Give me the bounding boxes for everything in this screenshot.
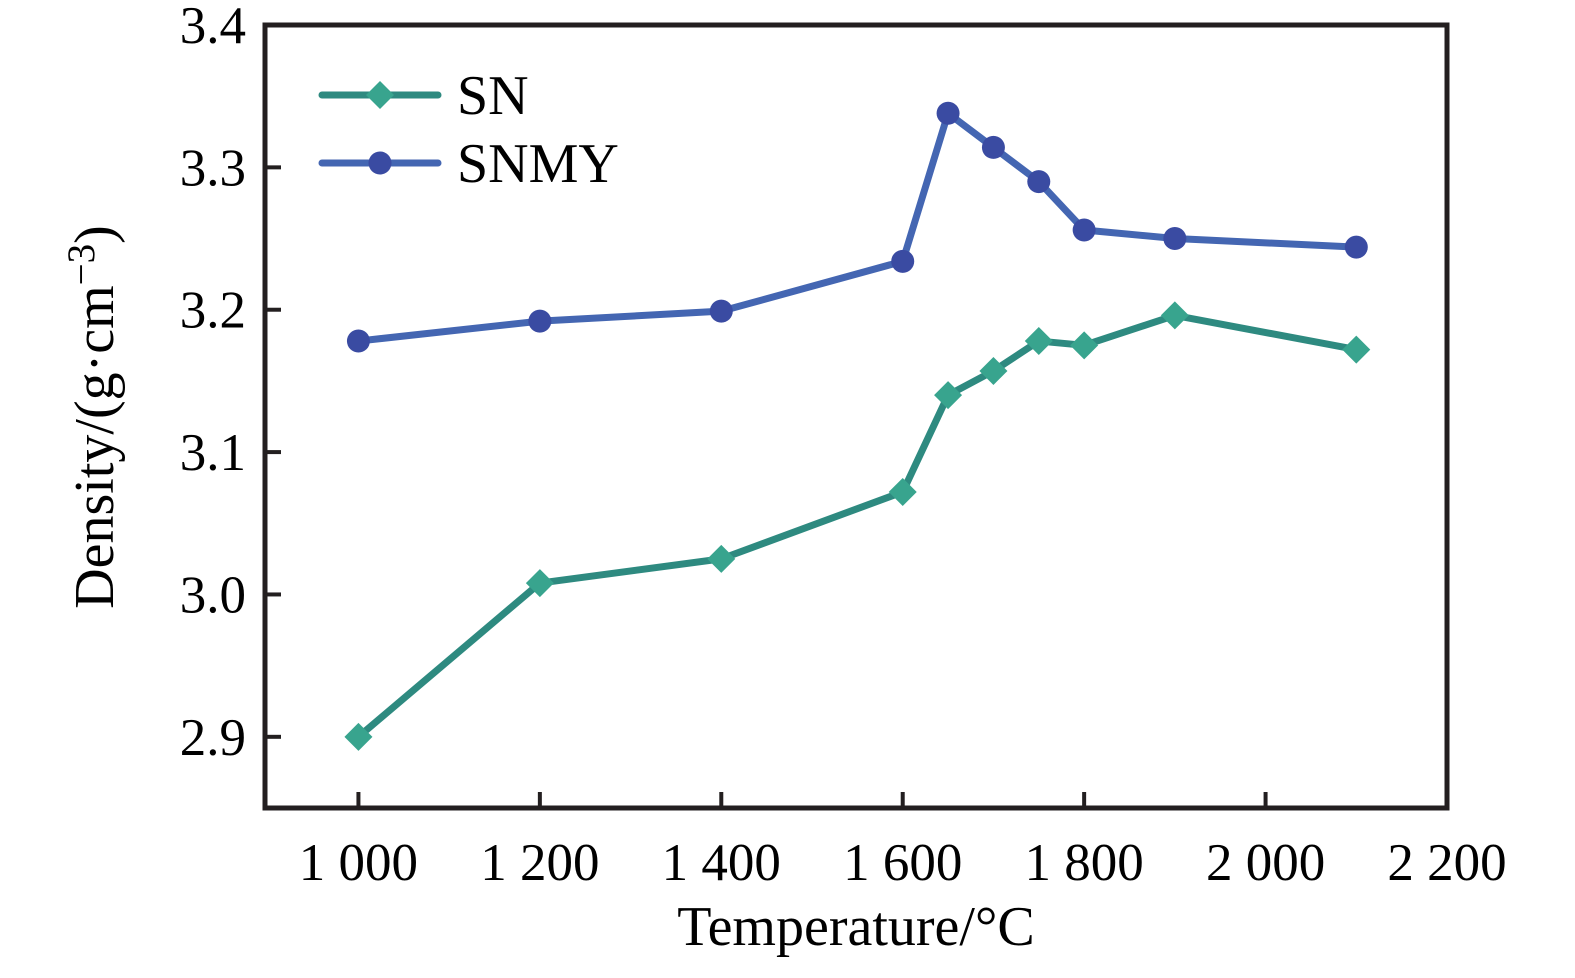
y-axis-title: Density/(g·cm−3) [60,225,126,609]
data-point-snmy-6 [1027,170,1051,194]
x-tick-label-3: 1 600 [843,834,962,892]
data-point-snmy-2 [709,299,733,323]
legend-marker-sn [366,81,394,109]
y-tick-label-3: 3.2 [180,282,246,340]
y-tick-label-2: 3.1 [180,424,246,482]
data-point-snmy-8 [1163,227,1187,251]
x-axis-title: Temperature/°C [677,896,1034,958]
x-tick-label-6: 2 200 [1387,834,1506,892]
x-tick-label-1: 1 200 [480,834,599,892]
y-tick-label-1: 3.0 [180,566,246,624]
data-point-snmy-0 [346,329,370,353]
data-point-snmy-5 [981,135,1005,159]
data-point-sn-6 [1024,327,1053,356]
x-tick-label-5: 2 000 [1206,834,1325,892]
data-point-sn-0 [344,722,373,751]
data-point-sn-2 [707,544,736,573]
legend-label-sn: SN [457,65,529,127]
data-point-sn-8 [1160,301,1189,330]
y-tick-label-5: 3.4 [180,0,246,55]
legend-label-snmy: SNMY [457,133,619,195]
series-line-snmy [354,109,1360,345]
data-point-sn-1 [525,569,554,598]
legend-marker-snmy [368,151,392,175]
data-point-sn-5 [979,356,1008,385]
data-point-sn-3 [888,477,917,506]
x-tick-label-4: 1 800 [1025,834,1144,892]
data-point-sn-9 [1342,335,1371,364]
data-point-sn-4 [934,381,963,410]
data-point-snmy-7 [1072,218,1096,242]
data-point-sn-7 [1070,331,1099,360]
y-tick-label-0: 2.9 [180,709,246,767]
data-point-snmy-3 [891,249,915,273]
data-point-snmy-4 [936,101,960,125]
plot-frame [262,22,1450,811]
x-tick-label-0: 1 000 [299,834,418,892]
y-tick-label-4: 3.3 [180,139,246,197]
data-point-snmy-9 [1344,235,1368,259]
x-tick-label-2: 1 400 [662,834,781,892]
data-point-snmy-1 [528,309,552,333]
series-line-sn [354,311,1360,741]
